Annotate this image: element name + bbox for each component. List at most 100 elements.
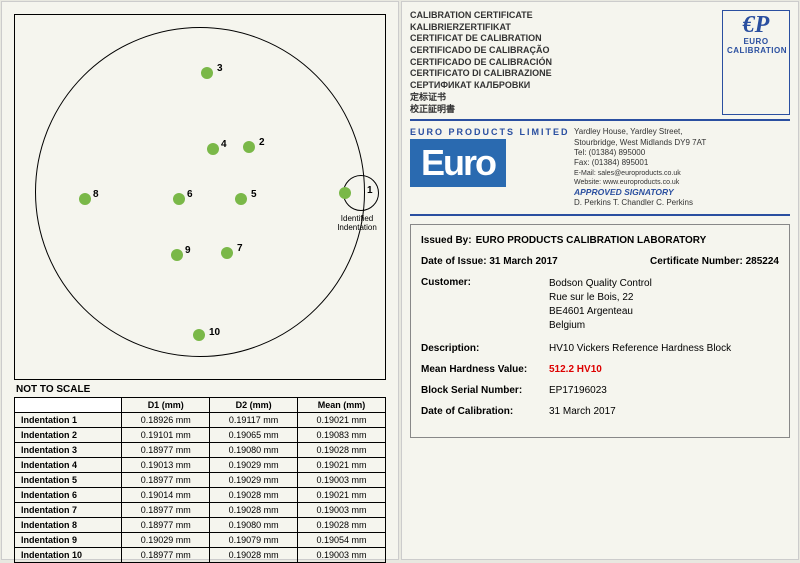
customer-block: Bodson Quality ControlRue sur le Bois, 2… — [549, 277, 779, 333]
dot-label-2: 2 — [259, 137, 265, 148]
indentation-diagram: Identified Indentation 12345678910 — [14, 14, 386, 380]
table-cell: 0.18977 mm — [122, 473, 210, 488]
table-row: Indentation 60.19014 mm0.19028 mm0.19021… — [15, 488, 386, 503]
table-cell: 0.19028 mm — [298, 443, 386, 458]
table-cell: 0.19029 mm — [210, 473, 298, 488]
cal-date-row: Date of Calibration: 31 March 2017 — [421, 406, 779, 417]
table-row: Indentation 70.18977 mm0.19028 mm0.19003… — [15, 503, 386, 518]
table-row: Indentation 20.19101 mm0.19065 mm0.19083… — [15, 428, 386, 443]
date-issue: 31 March 2017 — [489, 256, 557, 267]
mean-value: 512.2 HV10 — [549, 364, 779, 375]
table-row: Indentation 90.19029 mm0.19079 mm0.19054… — [15, 533, 386, 548]
cert-title: CERTIFICADO DE CALIBRAÇÃO — [410, 45, 552, 57]
desc-label: Description: — [421, 343, 549, 354]
scale-note: NOT TO SCALE — [16, 384, 386, 395]
customer-label: Customer: — [421, 277, 549, 333]
dot-7 — [221, 247, 233, 259]
table-cell: 0.19003 mm — [298, 548, 386, 563]
addr2: Stourbridge, West Midlands DY9 7AT — [574, 138, 790, 148]
table-header — [15, 398, 122, 413]
logo-sub: EURO CALIBRATION — [727, 37, 785, 55]
company-address: Yardley House, Yardley Street, Stourbrid… — [570, 127, 790, 208]
dot-label-8: 8 — [93, 189, 99, 200]
issued-by-label: Issued By: — [421, 235, 472, 246]
euro-logo: Euro — [410, 139, 550, 187]
right-page: CALIBRATION CERTIFICATEKALIBRIERZERTIFIK… — [401, 1, 799, 560]
dot-5 — [235, 193, 247, 205]
dot-label-3: 3 — [217, 63, 223, 74]
euro-logo-text: Euro — [410, 139, 506, 187]
identified-label: Identified Indentation — [333, 215, 381, 233]
table-header: Mean (mm) — [298, 398, 386, 413]
table-header: D2 (mm) — [210, 398, 298, 413]
table-cell: 0.19029 mm — [210, 458, 298, 473]
dot-4 — [207, 143, 219, 155]
table-cell: 0.18977 mm — [122, 548, 210, 563]
table-cell: 0.19101 mm — [122, 428, 210, 443]
table-row: Indentation 30.18977 mm0.19080 mm0.19028… — [15, 443, 386, 458]
addr1: Yardley House, Yardley Street, — [574, 127, 790, 137]
table-cell: Indentation 1 — [15, 413, 122, 428]
cal-date-label: Date of Calibration: — [421, 406, 549, 417]
table-cell: 0.18977 mm — [122, 443, 210, 458]
dot-label-7: 7 — [237, 243, 243, 254]
table-cell: 0.19003 mm — [298, 473, 386, 488]
table-cell: Indentation 10 — [15, 548, 122, 563]
logo-ep: €P — [727, 15, 785, 37]
dot-10 — [193, 329, 205, 341]
fax: Fax: (01384) 895001 — [574, 158, 790, 168]
indentation-table: D1 (mm)D2 (mm)Mean (mm) Indentation 10.1… — [14, 397, 386, 563]
company-left: EURO PRODUCTS LIMITED Euro — [410, 127, 570, 208]
table-cell: 0.19028 mm — [298, 518, 386, 533]
table-cell: 0.19029 mm — [122, 533, 210, 548]
dot-label-1: 1 — [367, 185, 373, 196]
issued-by-row: Issued By: EURO PRODUCTS CALIBRATION LAB… — [421, 235, 779, 246]
web: Website: www.europroducts.co.uk — [574, 178, 790, 187]
date-cert-row: Date of Issue: 31 March 2017 Certificate… — [421, 256, 779, 267]
table-cell: 0.19028 mm — [210, 488, 298, 503]
tel: Tel: (01384) 895000 — [574, 148, 790, 158]
date-issue-label: Date of Issue: — [421, 256, 487, 267]
cal-date: 31 March 2017 — [549, 406, 779, 417]
dot-label-4: 4 — [221, 139, 227, 150]
dot-8 — [79, 193, 91, 205]
sigs: D. Perkins T. Chandler C. Perkins — [574, 198, 790, 208]
table-row: Indentation 40.19013 mm0.19029 mm0.19021… — [15, 458, 386, 473]
cert-title: KALIBRIERZERTIFIKAT — [410, 22, 552, 34]
table-cell: Indentation 2 — [15, 428, 122, 443]
table-cell: 0.18926 mm — [122, 413, 210, 428]
serial-row: Block Serial Number: EP17196023 — [421, 385, 779, 396]
cert-no-label: Certificate Number: — [650, 256, 743, 267]
mean-row: Mean Hardness Value: 512.2 HV10 — [421, 364, 779, 375]
issued-by: EURO PRODUCTS CALIBRATION LABORATORY — [476, 235, 707, 246]
table-header: D1 (mm) — [122, 398, 210, 413]
table-row: Indentation 10.18926 mm0.19117 mm0.19021… — [15, 413, 386, 428]
table-cell: 0.19028 mm — [210, 548, 298, 563]
dot-3 — [201, 67, 213, 79]
table-row: Indentation 50.18977 mm0.19029 mm0.19003… — [15, 473, 386, 488]
table-cell: 0.19079 mm — [210, 533, 298, 548]
email: E-Mail: sales@europroducts.co.uk — [574, 169, 790, 178]
dot-9 — [171, 249, 183, 261]
dot-label-10: 10 — [209, 327, 220, 338]
table-cell: 0.19028 mm — [210, 503, 298, 518]
mean-label: Mean Hardness Value: — [421, 364, 549, 375]
cert-no: 285224 — [746, 256, 779, 267]
table-cell: 0.19014 mm — [122, 488, 210, 503]
customer-line: Bodson Quality Control — [549, 277, 779, 291]
table-cell: Indentation 6 — [15, 488, 122, 503]
cert-title: 校正証明書 — [410, 104, 552, 116]
serial: EP17196023 — [549, 385, 779, 396]
sig-label: APPROVED SIGNATORY — [574, 187, 790, 198]
cert-title: 定标证书 — [410, 92, 552, 104]
company-row: EURO PRODUCTS LIMITED Euro Yardley House… — [410, 127, 790, 216]
cert-title: СЕРТИФИКАТ КАЛБРОВКИ — [410, 80, 552, 92]
dot-label-5: 5 — [251, 189, 257, 200]
table-cell: 0.19083 mm — [298, 428, 386, 443]
table-cell: 0.19021 mm — [298, 458, 386, 473]
table-row: Indentation 80.18977 mm0.19080 mm0.19028… — [15, 518, 386, 533]
customer-line: Belgium — [549, 319, 779, 333]
cert-titles: CALIBRATION CERTIFICATEKALIBRIERZERTIFIK… — [410, 10, 552, 115]
dot-6 — [173, 193, 185, 205]
euro-calibration-logo: €P EURO CALIBRATION — [722, 10, 790, 115]
